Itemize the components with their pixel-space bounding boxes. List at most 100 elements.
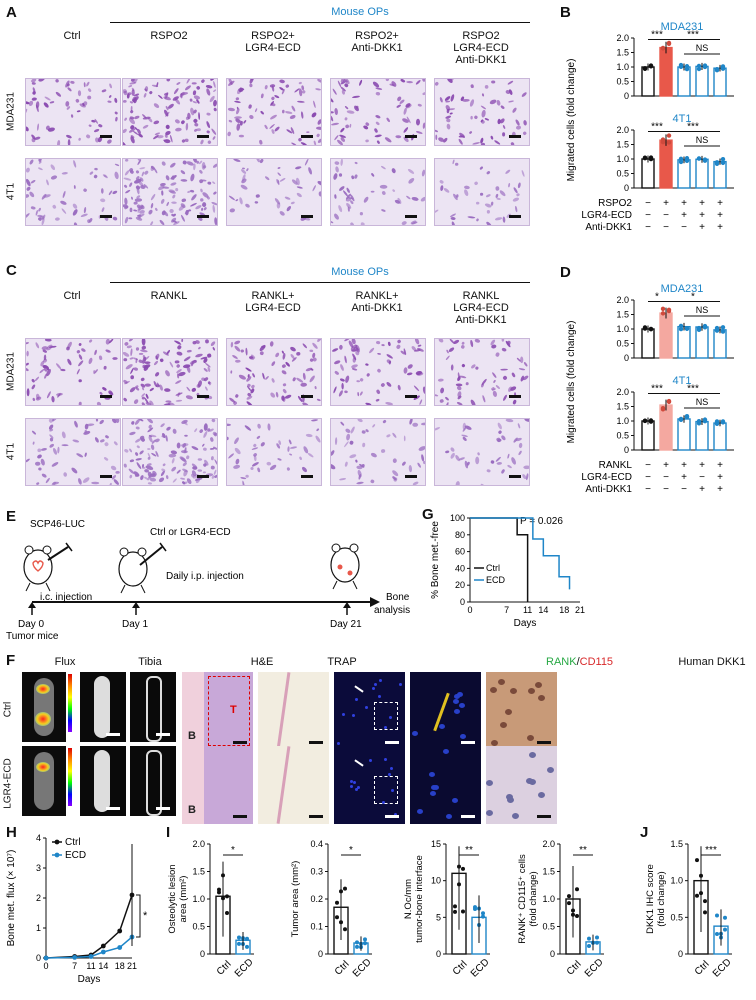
- cell-mark: [140, 383, 146, 388]
- cell-mark: [207, 181, 212, 185]
- cell-mark: [421, 169, 425, 177]
- cell-mark: [212, 204, 216, 213]
- cell-mark: [493, 379, 496, 383]
- cell-mark: [299, 456, 302, 461]
- cell-mark: [286, 467, 290, 471]
- cell-mark: [37, 123, 39, 131]
- column-label-1: RANKL: [150, 290, 188, 302]
- sig-marker: *: [691, 291, 695, 302]
- cell-mark: [144, 469, 149, 473]
- cell-mark: [246, 168, 249, 172]
- cell-mark: [339, 478, 347, 481]
- cell-mark: [236, 108, 240, 115]
- data-point: [217, 890, 221, 895]
- cell-mark: [102, 174, 107, 178]
- cell-mark: [245, 367, 252, 372]
- y-tick-label: 0.1: [310, 922, 323, 932]
- cell-mark: [392, 470, 399, 477]
- cell-mark: [161, 190, 164, 196]
- cell-mark: [82, 477, 90, 483]
- cell-mark: [61, 172, 68, 175]
- cell-mark: [497, 422, 502, 430]
- cell-mark: [354, 161, 358, 165]
- cell-mark: [26, 362, 29, 366]
- cell-mark: [450, 364, 454, 371]
- cell-mark: [151, 439, 156, 444]
- cell-mark: [181, 120, 185, 125]
- cell-mark: [332, 88, 337, 95]
- cell-mark: [114, 163, 120, 167]
- cell-mark: [340, 127, 345, 133]
- cell-mark: [300, 142, 308, 145]
- cell-mark: [160, 423, 165, 428]
- y-tick-label: 0.2: [310, 894, 323, 904]
- cell-mark: [32, 87, 36, 93]
- cell-mark: [175, 399, 183, 402]
- cell-mark: [358, 473, 362, 480]
- y-tick-label: 100: [450, 513, 465, 523]
- cell-mark: [159, 358, 164, 363]
- cell-mark: [259, 139, 263, 145]
- cell-mark: [169, 208, 174, 214]
- cell-mark: [186, 349, 192, 353]
- cell-mark: [141, 339, 146, 346]
- condition-sign: −: [663, 484, 669, 495]
- cell-mark: [521, 169, 525, 177]
- condition-sign: +: [663, 460, 669, 471]
- data-point: [363, 937, 367, 942]
- cell-mark: [36, 482, 40, 485]
- cell-texture: [123, 159, 217, 225]
- cell-mark: [372, 424, 376, 428]
- cell-mark: [271, 361, 276, 366]
- nucleus-dot: [431, 785, 437, 790]
- cell-mark: [141, 393, 146, 397]
- cell-mark: [485, 194, 491, 198]
- cell-mark: [419, 399, 423, 405]
- cell-mark: [213, 191, 217, 195]
- cell-mark: [352, 357, 357, 363]
- condition-sign: −: [645, 222, 651, 233]
- cell-mark: [95, 137, 99, 143]
- cell-mark: [289, 114, 296, 120]
- cell-texture: [435, 79, 527, 145]
- y-tick-label: 0.5: [616, 77, 629, 87]
- cell-mark: [415, 80, 421, 85]
- condition-sign: +: [681, 210, 687, 221]
- cell-mark: [344, 339, 351, 342]
- micrograph-0-4: [434, 78, 530, 146]
- cell-mark: [284, 394, 292, 399]
- ic-label: i.c. injection: [40, 592, 92, 603]
- x-tick-label: 21: [575, 605, 585, 615]
- data-point: [237, 941, 241, 946]
- x-tick-label: Ctrl: [693, 959, 712, 978]
- cell-mark: [186, 386, 191, 392]
- cell-mark: [158, 185, 165, 191]
- micrograph-1-4: [434, 158, 530, 226]
- cell-mark: [375, 87, 383, 90]
- micrograph-1-2: [226, 158, 322, 226]
- trap-image: [258, 672, 329, 750]
- cell-mark: [337, 139, 343, 145]
- cell-mark: [72, 209, 78, 216]
- cell-mark: [191, 463, 198, 469]
- cell-mark: [281, 395, 285, 401]
- cell-mark: [446, 349, 449, 354]
- cell-mark: [292, 377, 296, 382]
- cell-mark: [210, 79, 215, 81]
- y-axis-label: N.Oc/mm: [403, 879, 414, 919]
- nucleus-dot: [342, 713, 345, 716]
- cell-mark: [445, 402, 449, 405]
- cell-mark: [386, 382, 392, 387]
- cell-mark: [312, 185, 316, 192]
- cell-mark: [150, 221, 154, 225]
- cell-mark: [38, 467, 42, 471]
- cell-mark: [46, 391, 51, 399]
- cell-mark: [449, 213, 457, 218]
- y-tick-label: 0: [624, 353, 629, 363]
- cell-mark: [192, 101, 197, 104]
- cell-mark: [210, 341, 216, 346]
- cell-mark: [475, 456, 480, 465]
- y-tick-label: 1.5: [616, 48, 629, 58]
- cell-mark: [296, 186, 303, 189]
